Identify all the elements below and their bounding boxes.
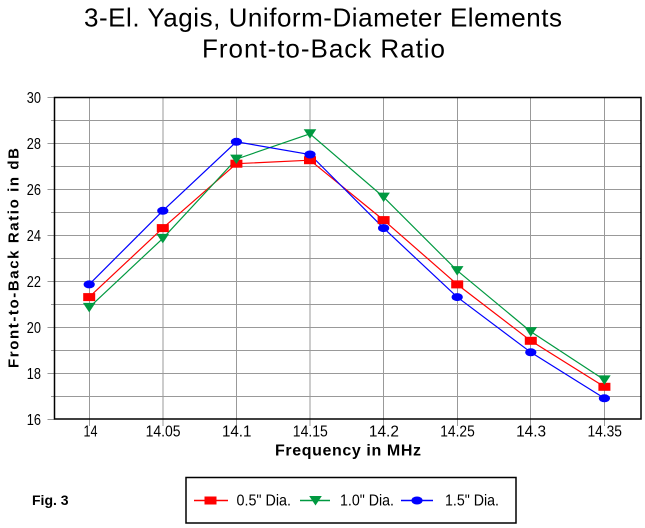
- svg-text:22: 22: [27, 274, 41, 291]
- svg-text:Front-to-Back Ratio: Front-to-Back Ratio: [202, 34, 445, 64]
- svg-text:16: 16: [27, 412, 41, 429]
- svg-text:14.25: 14.25: [440, 424, 475, 441]
- svg-text:14.3: 14.3: [516, 424, 546, 441]
- svg-text:Fig. 3: Fig. 3: [32, 492, 69, 508]
- svg-text:14.15: 14.15: [293, 424, 328, 441]
- svg-text:14.1: 14.1: [222, 424, 252, 441]
- svg-text:14: 14: [84, 424, 98, 441]
- svg-text:1.5" Dia.: 1.5" Dia.: [445, 492, 499, 509]
- svg-text:1.0" Dia.: 1.0" Dia.: [340, 492, 394, 509]
- svg-text:24: 24: [27, 228, 41, 245]
- svg-text:30: 30: [27, 90, 41, 107]
- svg-text:26: 26: [27, 182, 41, 199]
- svg-text:14.05: 14.05: [146, 424, 181, 441]
- svg-text:3-El. Yagis, Uniform-Diameter: 3-El. Yagis, Uniform-Diameter Elements: [84, 3, 562, 33]
- svg-text:18: 18: [27, 366, 41, 383]
- svg-text:28: 28: [27, 136, 41, 153]
- svg-text:14.35: 14.35: [587, 424, 622, 441]
- svg-text:Front-to-Back Ratio in dB: Front-to-Back Ratio in dB: [6, 148, 23, 368]
- svg-text:14.2: 14.2: [369, 424, 399, 441]
- svg-text:0.5" Dia.: 0.5" Dia.: [237, 492, 292, 509]
- svg-text:Frequency in MHz: Frequency in MHz: [275, 443, 421, 460]
- svg-text:20: 20: [27, 320, 41, 337]
